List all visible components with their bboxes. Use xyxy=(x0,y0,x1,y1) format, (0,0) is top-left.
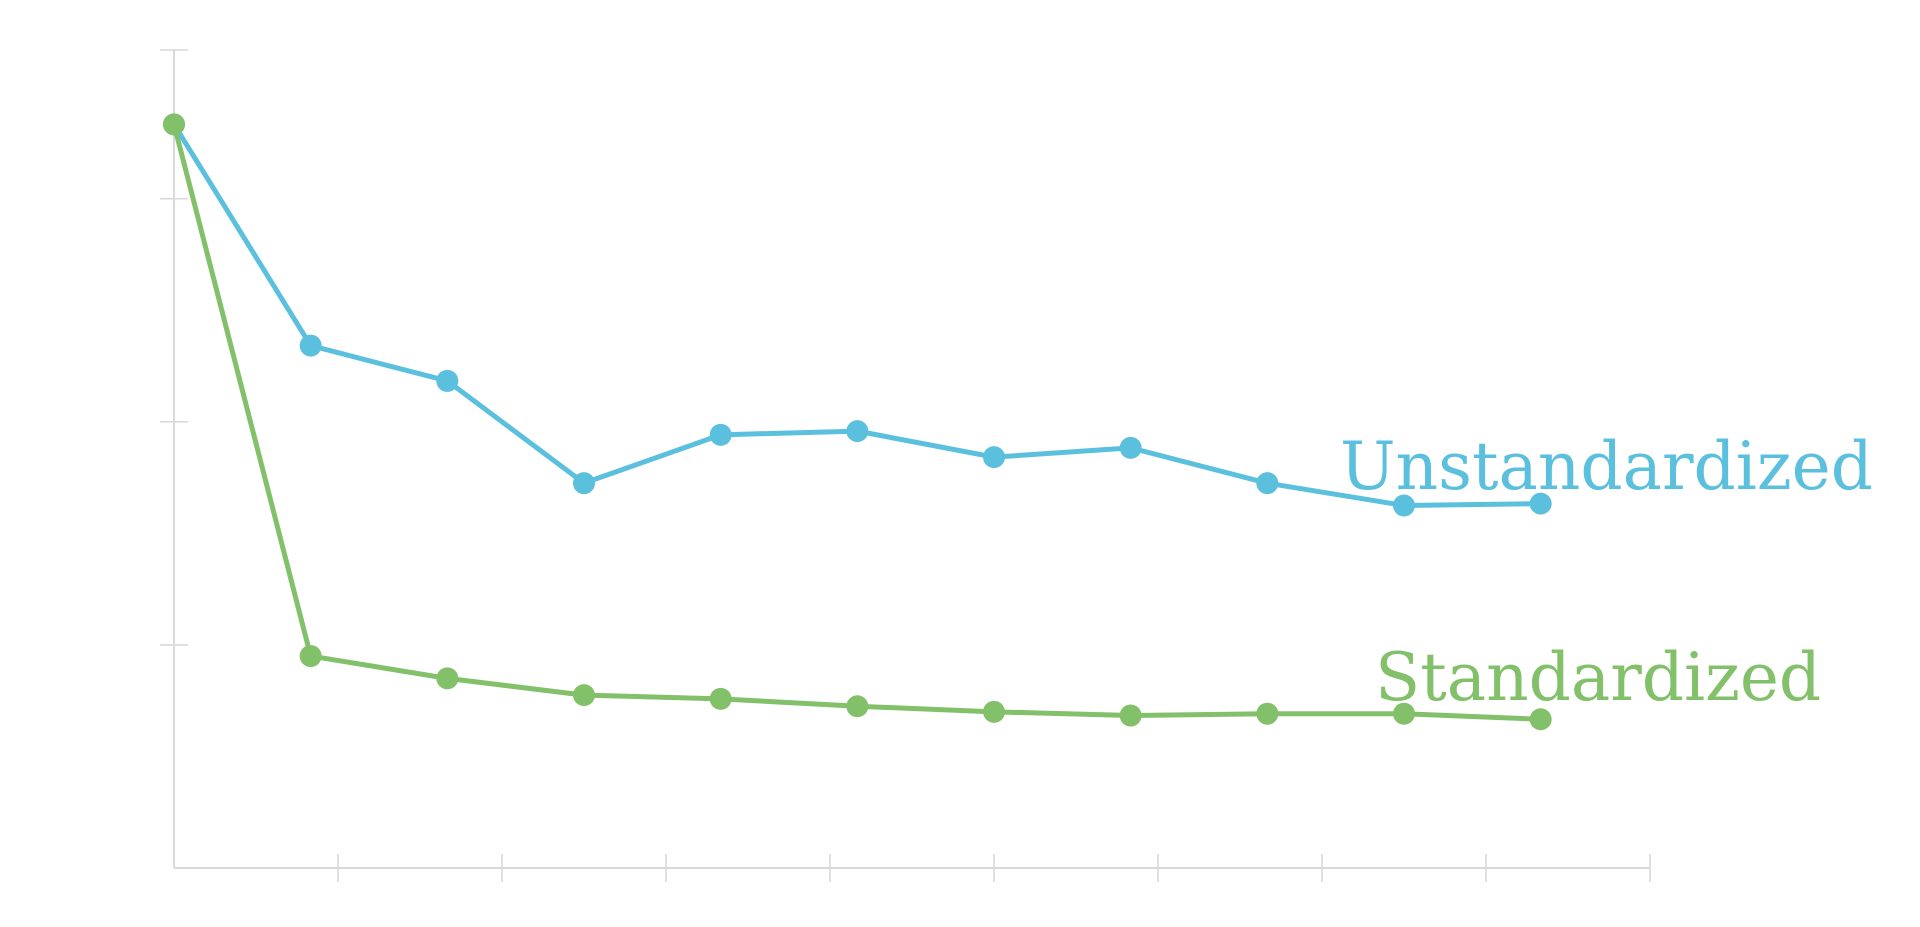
series-label-standardized: Standardized xyxy=(1375,639,1821,716)
data-point xyxy=(163,113,185,136)
data-point xyxy=(1256,472,1279,495)
series-line xyxy=(171,123,1541,508)
data-point xyxy=(1119,704,1142,727)
data-point xyxy=(1529,708,1552,731)
x-ticks xyxy=(337,854,1651,882)
data-point xyxy=(1256,702,1279,725)
data-point xyxy=(299,645,322,668)
data-point xyxy=(709,687,732,710)
data-point xyxy=(573,472,595,495)
data-point xyxy=(1393,494,1415,517)
axes xyxy=(160,49,1651,882)
data-point xyxy=(1393,702,1415,725)
data-point xyxy=(1529,492,1552,515)
data-point xyxy=(983,446,1005,469)
y-ticks xyxy=(160,49,188,646)
data-point xyxy=(299,334,322,357)
data-point xyxy=(1119,436,1142,459)
data-point xyxy=(436,369,459,392)
series-label-unstandardized: Unstandardized xyxy=(1340,428,1873,505)
data-point xyxy=(436,667,459,690)
series-layer xyxy=(163,113,1552,731)
data-point xyxy=(846,420,869,443)
data-point xyxy=(846,695,869,718)
series-standardized xyxy=(163,113,1552,731)
data-point xyxy=(983,700,1005,723)
data-point xyxy=(709,423,732,446)
data-point xyxy=(573,684,595,707)
